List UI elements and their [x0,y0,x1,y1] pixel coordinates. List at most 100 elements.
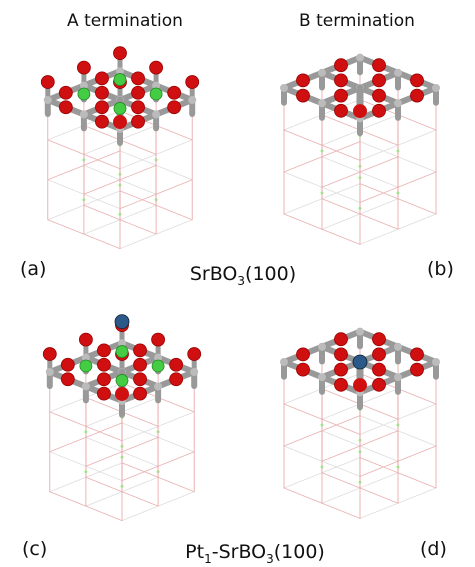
oxygen [97,358,110,371]
bond [322,199,360,214]
bond [84,205,120,219]
bond [398,130,436,145]
bond [120,220,156,234]
oxygen [297,348,310,361]
caption-text: -SrBO [212,541,266,563]
oxygen [150,61,163,74]
bond [322,130,360,145]
bond [360,416,398,431]
figure: A termination B termination (a) (b) (c) … [0,0,475,567]
bond [360,172,398,187]
bond [158,437,194,451]
metal [318,99,326,107]
oxygen [152,333,165,346]
metal [190,368,198,376]
oxygen [59,86,72,99]
strontium [114,74,126,86]
bond [50,452,86,466]
bond [50,437,86,451]
bond [322,419,360,434]
bond [86,466,122,480]
oxygen [186,76,199,89]
bond [398,115,436,130]
oxygen [373,59,386,72]
bond [86,437,122,451]
bond [158,412,194,426]
bond [122,426,158,440]
oxygen [335,333,348,346]
bond [156,125,192,139]
bond [84,151,120,165]
bond [284,199,322,214]
bond [398,431,436,446]
bond [120,151,156,165]
metal [46,368,54,376]
bond [360,229,398,244]
oxygen [373,333,386,346]
oxygen [353,378,367,392]
bond [284,157,322,172]
bond [120,205,156,219]
oxygen [43,348,56,361]
panel-header: B termination [299,11,415,31]
caption-text: Pt [185,541,204,563]
bond [322,187,360,202]
oxygen [134,344,147,357]
bond [84,154,120,168]
bond [322,461,360,476]
oxygen [373,363,386,376]
bond [48,220,84,234]
bond [50,477,86,491]
caption: Pt1-SrBO3(100) [185,541,325,566]
oxygen [353,104,367,118]
oxygen [335,59,348,72]
bond [322,142,360,157]
panel-label: (d) [420,538,447,560]
bond [360,199,398,214]
bond [284,473,322,488]
bond [284,172,322,187]
metal [44,96,52,104]
oxygen [373,104,386,117]
oxygen [335,104,348,117]
oxygen [170,358,183,371]
oxygen [115,387,129,401]
metal [82,382,90,390]
bond [122,466,158,480]
bond [122,423,158,437]
strontium [150,88,162,100]
metal [394,69,402,77]
oxygen [373,348,386,361]
panel-label: (b) [427,258,454,280]
strontium [114,102,126,114]
bond [122,506,158,520]
metal [280,358,288,366]
bond [398,157,436,172]
bond [322,473,360,488]
bond [360,404,398,419]
oxygen [97,344,110,357]
bond [360,488,398,503]
oxygen [95,72,108,85]
oxygen [335,363,348,376]
bond [322,184,360,199]
bond [48,140,84,154]
bond [322,488,360,503]
bond [86,412,122,426]
oxygen [95,115,108,128]
oxygen [95,101,108,114]
bond [398,488,436,503]
bond [322,458,360,473]
bond [86,492,122,506]
bond [120,194,156,208]
bond [284,431,322,446]
strontium [116,346,128,358]
bond [284,488,322,503]
oxygen [297,74,310,87]
bond [284,214,322,229]
metal [188,96,196,104]
bond [360,473,398,488]
strontium [116,374,128,386]
bond [398,172,436,187]
bond [322,229,360,244]
